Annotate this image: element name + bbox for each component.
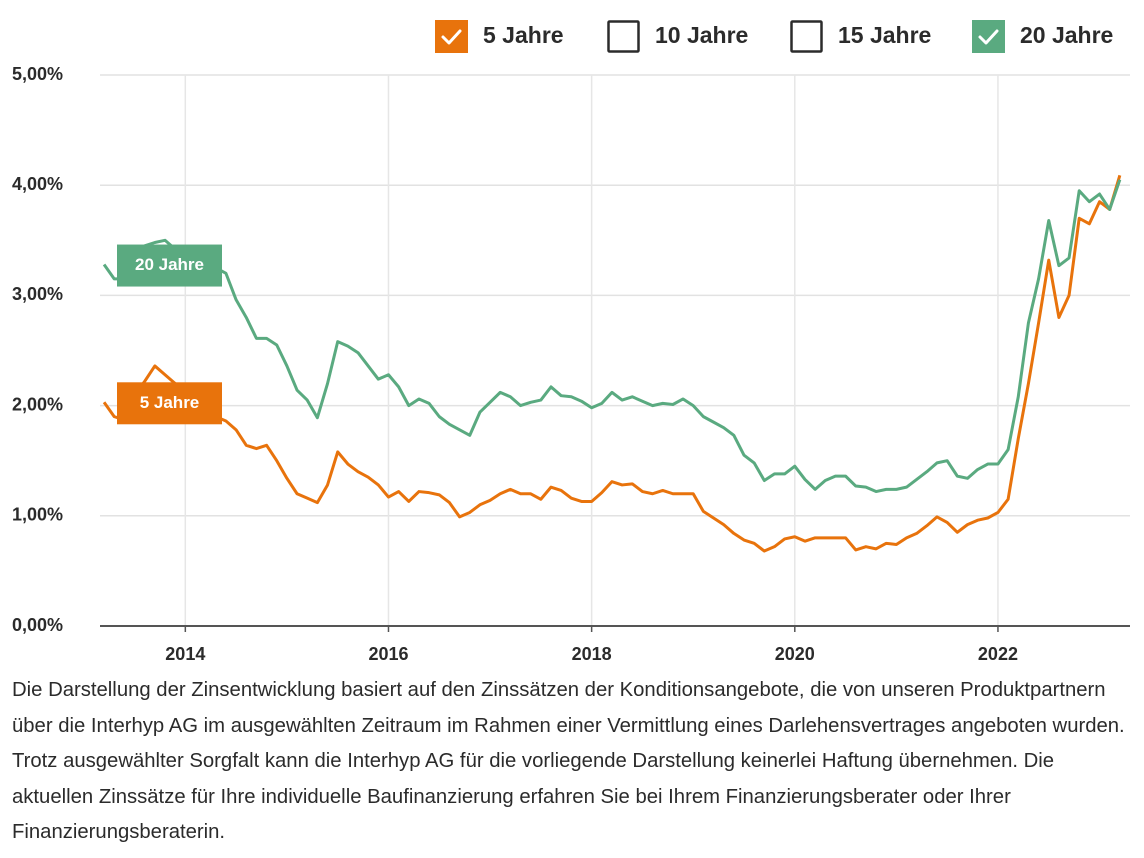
line-series	[102, 174, 1122, 553]
legend-item[interactable]: 5 Jahre	[435, 20, 564, 53]
series-tag-label: 20 Jahre	[135, 255, 204, 274]
checkbox-checked[interactable]	[972, 20, 1005, 53]
series-tag-label: 5 Jahre	[140, 393, 200, 412]
y-tick-label: 2,00%	[12, 394, 63, 414]
checkbox-unchecked[interactable]	[607, 20, 640, 53]
checkbox-checked[interactable]	[435, 20, 468, 53]
x-tick-label: 2016	[368, 644, 408, 664]
x-tick-label: 2018	[572, 644, 612, 664]
legend-label[interactable]: 10 Jahre	[655, 22, 748, 48]
chart: 0,00% 1,00% 2,00% 3,00% 4,00% 5,00% 2014 2016 20…	[12, 20, 1130, 664]
y-tick-label: 3,00%	[12, 284, 63, 304]
y-tick-label: 0,00%	[12, 615, 63, 635]
x-tick-label: 2020	[775, 644, 815, 664]
legend-label[interactable]: 20 Jahre	[1020, 22, 1113, 48]
series-tag-box	[117, 382, 222, 425]
x-tick-label: 2022	[978, 644, 1018, 664]
legend-label[interactable]: 15 Jahre	[838, 22, 931, 48]
legend-label[interactable]: 5 Jahre	[483, 22, 564, 48]
y-tick-label: 5,00%	[12, 64, 63, 84]
series-tag-box	[117, 244, 222, 287]
checkmark	[978, 29, 999, 45]
line-series	[102, 179, 1122, 494]
y-tick-label: 4,00%	[12, 174, 63, 194]
legend-item[interactable]: 10 Jahre	[607, 20, 749, 53]
footnote: Die Darstellung der Zinsentwicklung basi…	[12, 679, 1125, 844]
legend-item[interactable]: 15 Jahre	[790, 20, 932, 53]
x-tick-label: 2014	[165, 644, 205, 664]
series-tag: 5 Jahre	[117, 382, 222, 425]
checkmark	[441, 29, 462, 45]
series-tag: 20 Jahre	[117, 244, 222, 287]
y-tick-label: 1,00%	[12, 505, 63, 525]
legend-item[interactable]: 20 Jahre	[972, 20, 1113, 53]
checkbox-unchecked[interactable]	[790, 20, 823, 53]
